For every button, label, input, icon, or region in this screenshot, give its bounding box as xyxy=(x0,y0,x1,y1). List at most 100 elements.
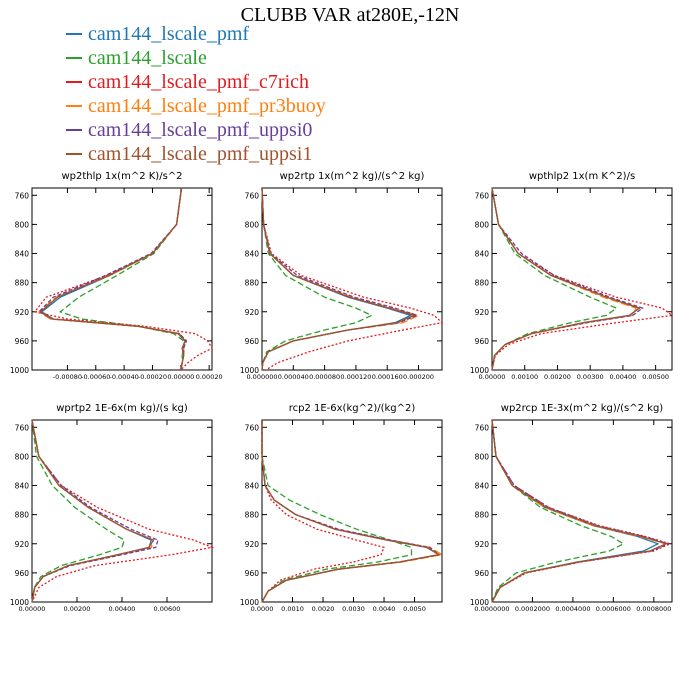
x-tick-label: 0.00200 xyxy=(544,373,571,381)
plot-frame xyxy=(491,187,673,371)
series-line xyxy=(38,187,188,371)
legend-label: cam144_lscale_pmf_uppsi0 xyxy=(88,118,313,141)
y-tick-label: 800 xyxy=(245,220,260,229)
panel-title: wpthlp2 1x(m K^2)/s xyxy=(529,171,635,182)
legend-swatch xyxy=(66,153,82,155)
legend-swatch xyxy=(66,81,82,83)
x-tick-label: 0.0000000 xyxy=(474,605,509,613)
y-tick-label: 1000 xyxy=(470,598,489,607)
legend-item: cam144_lscale_pmf xyxy=(66,22,326,46)
series-line xyxy=(261,187,444,371)
series-line xyxy=(261,420,441,603)
y-tick-label: 960 xyxy=(245,569,260,578)
y-tick-label: 880 xyxy=(15,511,30,520)
y-tick-label: 760 xyxy=(15,191,30,200)
plot-frame xyxy=(261,187,443,371)
legend-swatch xyxy=(66,33,82,35)
series-line xyxy=(491,187,644,371)
x-tick-label: -0.00040 xyxy=(110,373,139,381)
y-tick-label: 840 xyxy=(15,482,30,491)
series-line xyxy=(491,187,641,371)
y-tick-label: 840 xyxy=(245,250,260,259)
panel-title: rcp2 1E-6x(kg^2)/(kg^2) xyxy=(289,403,416,414)
x-tick-label: 0.00400 xyxy=(609,373,636,381)
legend-item: cam144_lscale xyxy=(66,46,326,70)
x-tick-label: 0.0040 xyxy=(373,605,396,613)
x-tick-label: 0.00100 xyxy=(511,373,538,381)
legend: cam144_lscale_pmf cam144_lscale cam144_l… xyxy=(66,22,326,166)
panel-title: wp2rcp 1E-3x(m^2 kg)/(s^2 kg) xyxy=(501,403,664,414)
y-tick-label: 840 xyxy=(475,482,490,491)
y-tick-label: 960 xyxy=(475,337,490,346)
panel-title: wp2rtp 1x(m^2 kg)/(s^2 kg) xyxy=(280,171,425,182)
plot-frame xyxy=(31,419,213,603)
x-tick-label: 0.0050 xyxy=(403,605,426,613)
y-tick-label: 840 xyxy=(245,482,260,491)
x-tick-label: 0.000080 xyxy=(309,373,340,381)
legend-item: cam144_lscale_pmf_c7rich xyxy=(66,70,326,94)
x-tick-label: -0.00060 xyxy=(81,373,110,381)
series-line xyxy=(39,187,186,371)
x-tick-label: 0.00600 xyxy=(154,605,181,613)
series-line xyxy=(491,419,670,603)
y-tick-label: 960 xyxy=(15,569,30,578)
legend-label: cam144_lscale_pmf_pr3buoy xyxy=(88,94,326,117)
plot-frame xyxy=(491,419,673,603)
y-tick-label: 880 xyxy=(475,279,490,288)
panel-title: wp2thlp 1x(m^2 K)/s^2 xyxy=(61,171,182,182)
x-tick-label: 0.0002000 xyxy=(515,605,550,613)
y-tick-label: 920 xyxy=(475,308,490,317)
series-line xyxy=(40,187,186,371)
series-line xyxy=(261,420,444,603)
series-line xyxy=(261,420,413,603)
x-tick-label: 0.0006000 xyxy=(596,605,631,613)
x-tick-label: 0.000120 xyxy=(340,373,371,381)
legend-swatch xyxy=(66,129,82,131)
series-line xyxy=(491,419,672,603)
y-tick-label: 880 xyxy=(475,511,490,520)
x-tick-label: 0.000000 xyxy=(246,373,277,381)
x-tick-label: 0.000200 xyxy=(403,373,434,381)
legend-label: cam144_lscale xyxy=(88,46,207,69)
y-tick-label: 1000 xyxy=(240,366,259,375)
x-tick-label: 0.000160 xyxy=(372,373,403,381)
legend-label: cam144_lscale_pmf xyxy=(88,22,250,45)
y-tick-label: 1000 xyxy=(10,598,29,607)
series-line xyxy=(31,419,155,603)
y-tick-label: 800 xyxy=(475,452,490,461)
legend-item: cam144_lscale_pmf_pr3buoy xyxy=(66,94,326,118)
y-tick-label: 800 xyxy=(245,452,260,461)
x-tick-label: 0.00000 xyxy=(167,373,194,381)
y-tick-label: 960 xyxy=(15,337,30,346)
y-tick-label: 840 xyxy=(15,250,30,259)
y-tick-label: 880 xyxy=(245,279,260,288)
y-tick-label: 920 xyxy=(15,308,30,317)
x-tick-label: 0.00020 xyxy=(196,373,223,381)
x-tick-label: 0.0000 xyxy=(251,605,274,613)
x-tick-label: 0.0008000 xyxy=(636,605,671,613)
y-tick-label: 920 xyxy=(15,540,30,549)
legend-swatch xyxy=(66,57,82,59)
y-tick-label: 800 xyxy=(15,220,30,229)
x-tick-label: 0.00000 xyxy=(19,605,46,613)
series-line xyxy=(31,419,155,603)
x-tick-label: 0.0004000 xyxy=(555,605,590,613)
x-tick-label: 0.00200 xyxy=(64,605,91,613)
series-line xyxy=(31,419,215,603)
series-line xyxy=(31,419,126,603)
legend-item: cam144_lscale_pmf_uppsi0 xyxy=(66,118,326,142)
legend-label: cam144_lscale_pmf_uppsi1 xyxy=(88,142,313,165)
x-tick-label: 0.00500 xyxy=(642,373,669,381)
legend-swatch xyxy=(66,105,82,107)
y-tick-label: 960 xyxy=(475,569,490,578)
chart-title: CLUBB VAR at280E,-12N xyxy=(240,4,460,26)
x-tick-label: -0.00080 xyxy=(53,373,82,381)
series-line xyxy=(491,419,668,603)
series-line xyxy=(491,419,660,603)
y-tick-label: 760 xyxy=(245,191,260,200)
series-line xyxy=(261,420,385,603)
series-line xyxy=(31,419,159,603)
x-tick-label: -0.00020 xyxy=(138,373,167,381)
x-tick-label: 0.000040 xyxy=(278,373,309,381)
series-line xyxy=(58,187,185,371)
